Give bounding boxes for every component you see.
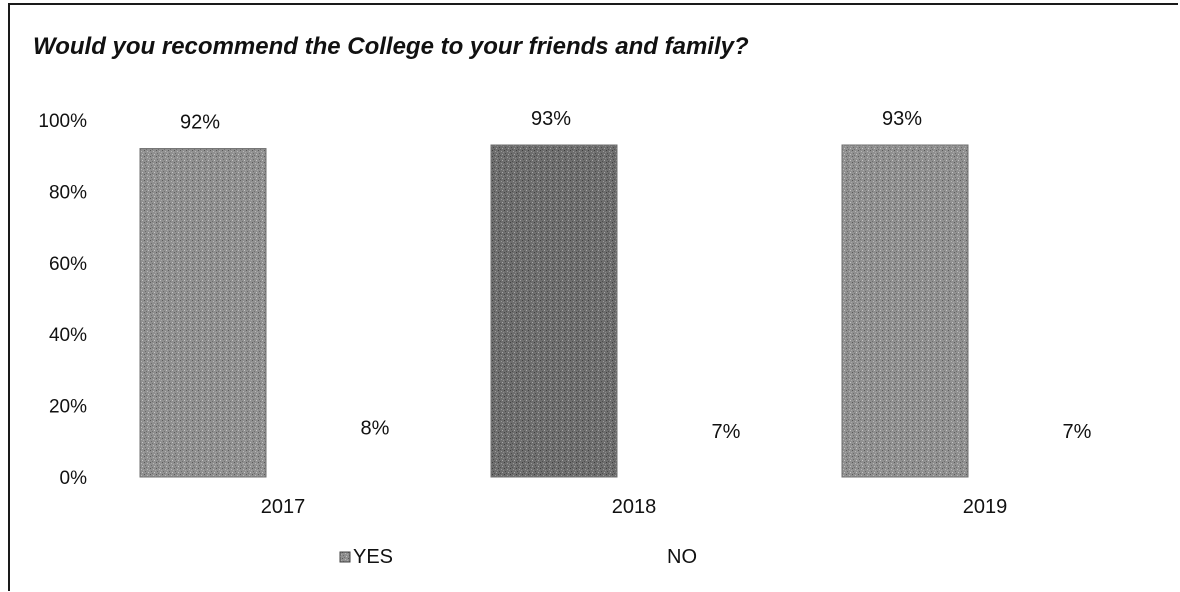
data-labels: 92% 8% 93% 7% 93% 7% [180, 108, 1092, 443]
bars-group [139, 144, 1133, 478]
bar-no-2017 [305, 448, 431, 477]
y-axis: 0% 20% 40% 60% 80% 100% [38, 111, 87, 489]
y-tick-label: 80% [49, 182, 87, 203]
x-axis: 2017 2018 2019 [261, 496, 1008, 518]
x-tick-label: 2017 [261, 496, 306, 518]
data-label-yes-2018: 93% [531, 108, 571, 130]
bar-yes-2017 [139, 148, 267, 478]
data-label-yes-2019: 93% [882, 108, 922, 130]
y-tick-label: 0% [60, 468, 88, 489]
chart-frame [8, 3, 1178, 591]
bar-yes-2018 [490, 144, 618, 478]
chart-title: Would you recommend the College to your … [33, 33, 749, 60]
legend-label-no: NO [667, 546, 697, 568]
y-tick-label: 20% [49, 397, 87, 418]
bar-no-2018 [656, 452, 782, 477]
x-tick-label: 2018 [612, 496, 657, 518]
legend: YES NO [339, 546, 697, 568]
legend-label-yes: YES [353, 546, 393, 568]
y-tick-label: 60% [49, 254, 87, 275]
data-label-no-2017: 8% [361, 417, 390, 439]
y-tick-label: 100% [38, 111, 87, 132]
data-label-no-2018: 7% [712, 421, 741, 443]
bar-no-2019 [1007, 452, 1133, 477]
x-tick-label: 2019 [963, 496, 1008, 518]
y-tick-label: 40% [49, 325, 87, 346]
bar-yes-2019 [841, 144, 969, 478]
data-label-no-2019: 7% [1063, 421, 1092, 443]
legend-swatch-no [652, 552, 662, 562]
legend-swatch-yes [339, 551, 351, 563]
data-label-yes-2017: 92% [180, 112, 220, 134]
